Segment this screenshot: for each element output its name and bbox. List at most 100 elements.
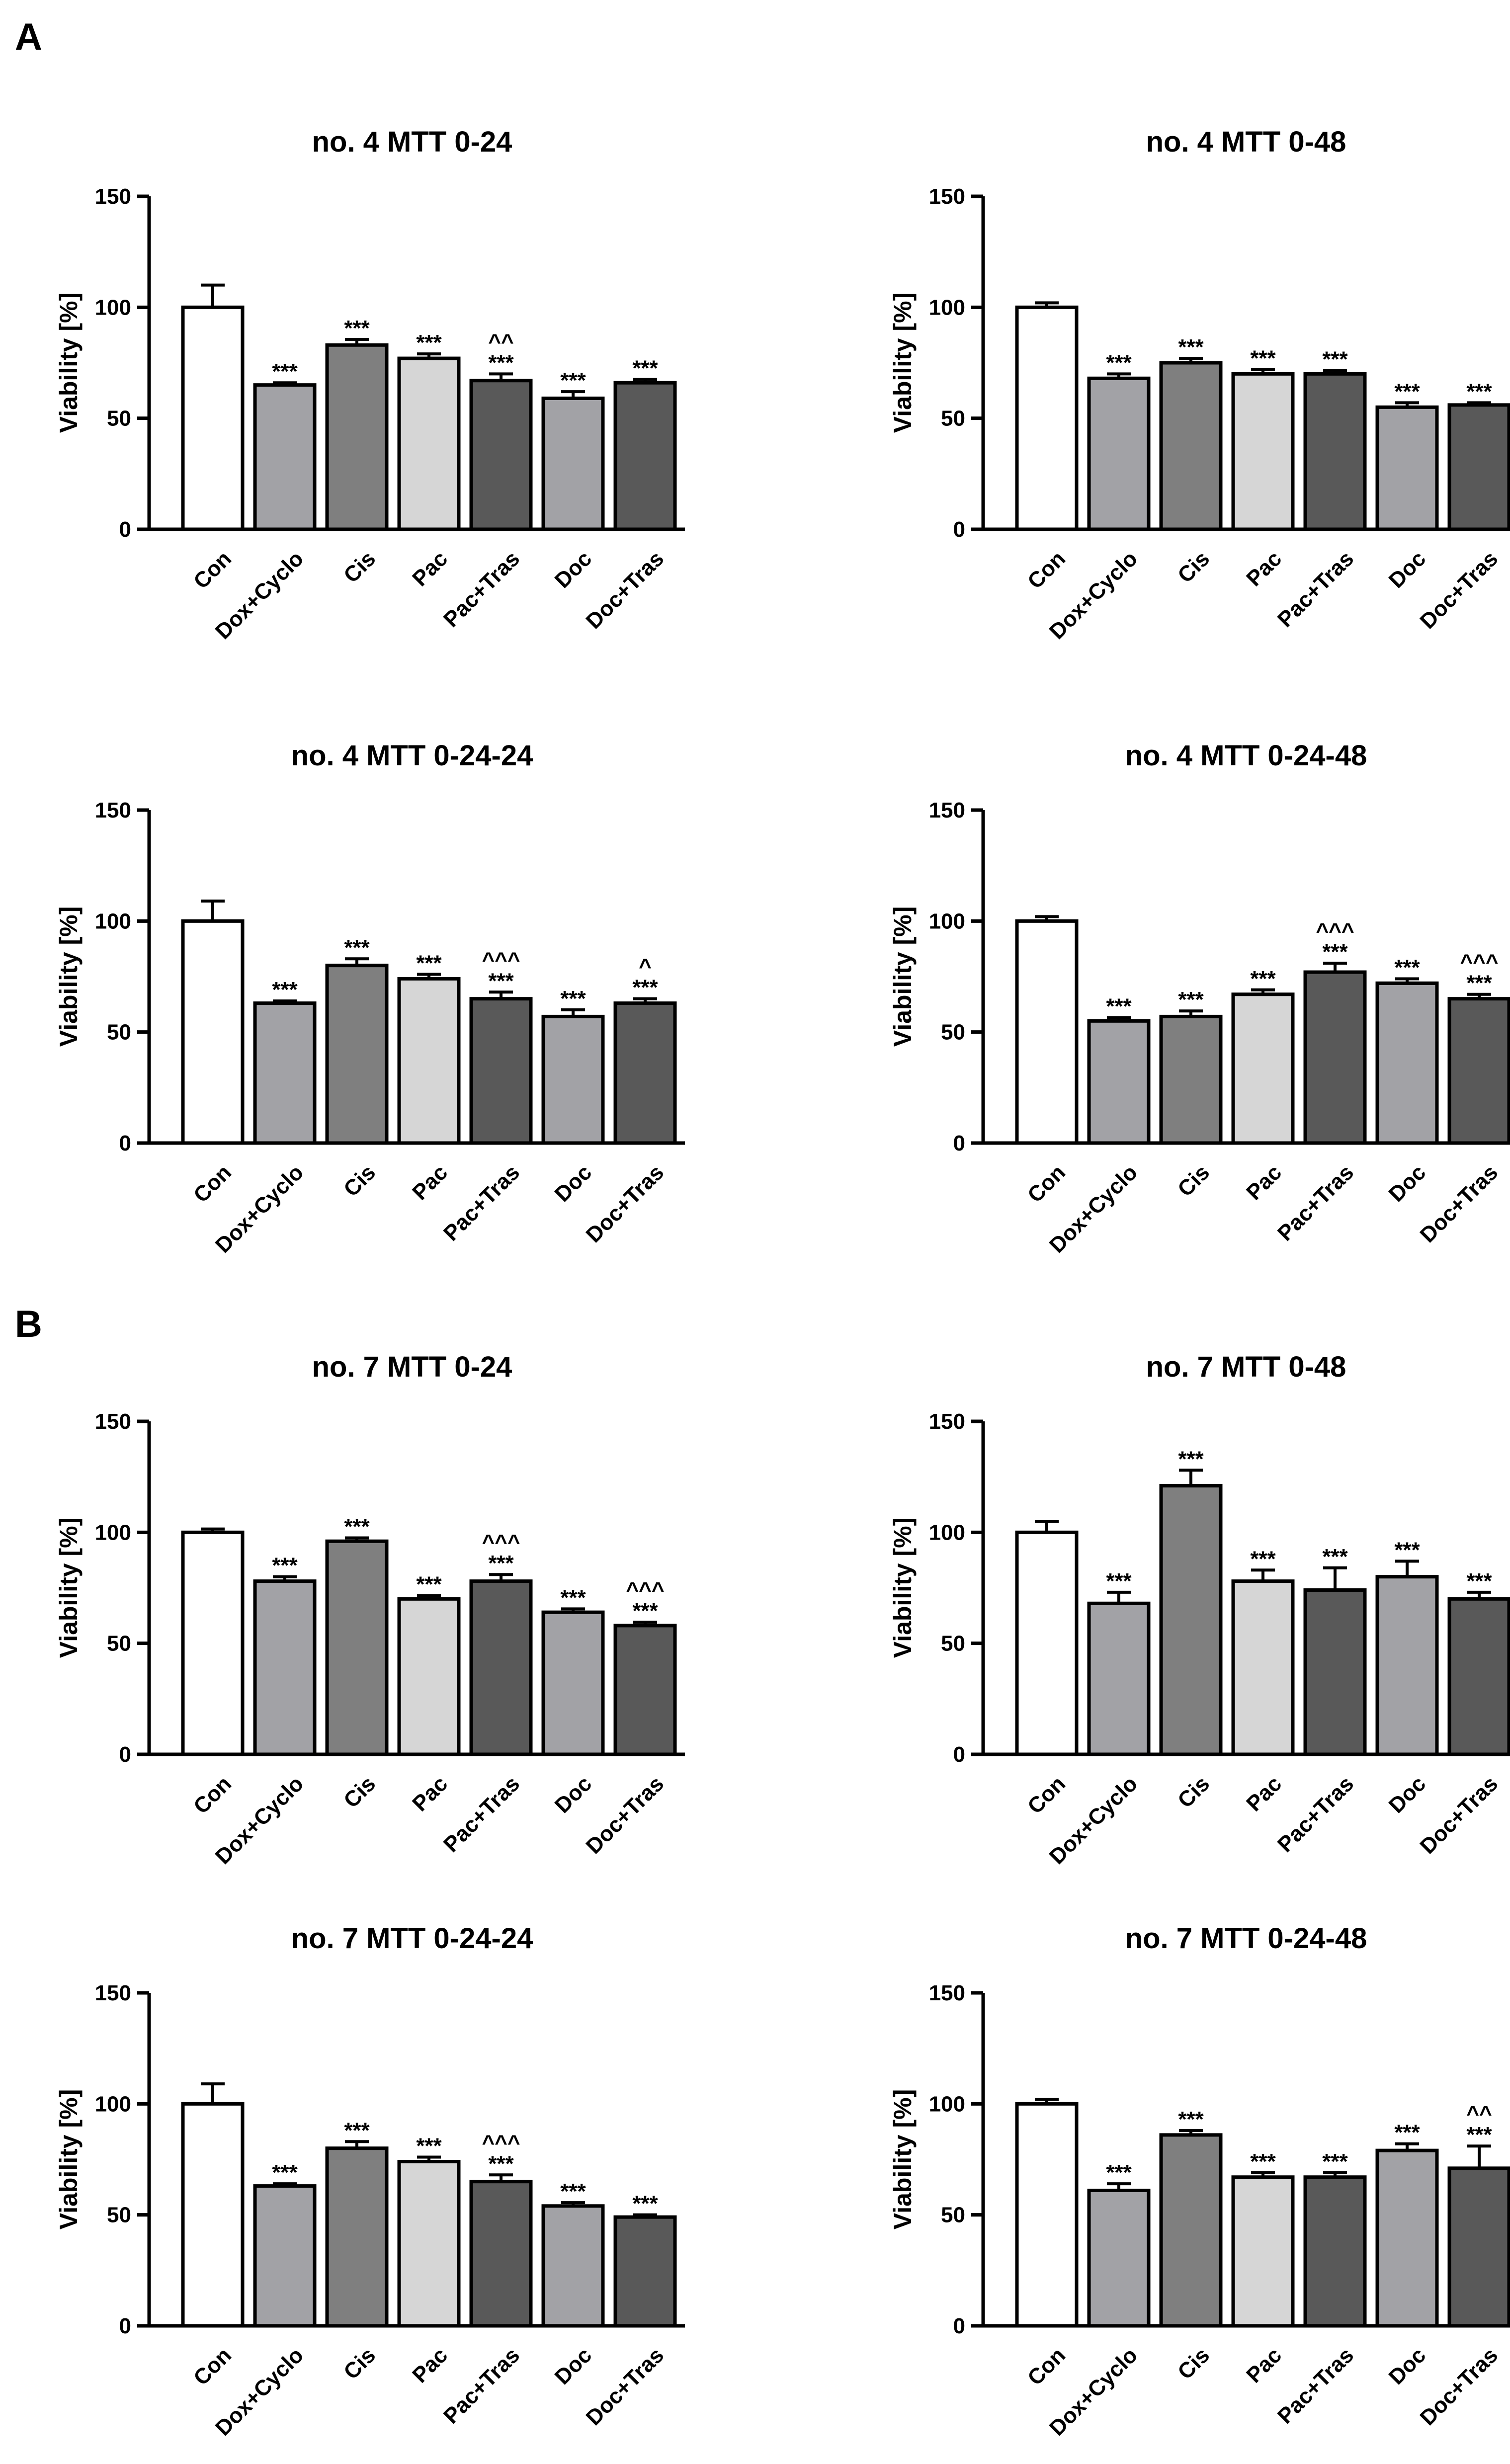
caret-significance-label: ^^ [1466,2102,1492,2126]
bar-doc [541,2204,605,2328]
significance-label: *** [344,1515,370,1539]
bar-pac [1231,1579,1295,1756]
bar-cis [325,343,389,531]
significance-label: *** [344,316,370,340]
significance-label: *** [1178,987,1204,1012]
significance-label: *** [1178,2107,1204,2132]
bar-cis [1159,1484,1223,1756]
bar-doc-tras [1447,403,1510,531]
y-tick-label: 0 [119,2314,131,2338]
bar-pac-tras [469,2180,533,2328]
bar-con [1015,919,1079,1145]
significance-label: *** [416,951,442,976]
significance-label: *** [1466,2123,1492,2147]
significance-label: *** [1322,347,1348,372]
bar-pac [397,977,461,1145]
significance-label: *** [632,356,658,381]
y-axis-label: Viability [%] [889,293,917,433]
significance-label: *** [1322,940,1348,964]
bar-pac-tras [469,379,533,531]
caret-significance-label: ^^^ [626,1578,664,1602]
significance-label: *** [416,2134,442,2158]
bar-dox-cyclo [253,1579,317,1756]
bar-pac-tras [1303,1588,1367,1756]
bar-dox-cyclo [253,383,317,531]
y-tick-label: 50 [941,1020,965,1045]
y-axis-label: Viability [%] [55,1518,83,1658]
bar-con [1015,1530,1079,1756]
significance-label: *** [272,1554,298,1578]
y-tick-label: 50 [941,1632,965,1656]
significance-label: *** [1394,2121,1420,2145]
significance-label: *** [488,2151,514,2176]
significance-label: *** [1106,1569,1132,1593]
bar-doc-tras [1447,2166,1510,2328]
bar-doc [1375,981,1439,1145]
y-axis-label: Viability [%] [55,2089,83,2229]
chart-title: no. 7 MTT 0-24-24 [291,1922,533,1955]
significance-label: *** [1466,971,1492,995]
significance-label: *** [1178,1447,1204,1471]
bar-pac [1231,992,1295,1145]
significance-label: *** [1250,346,1276,370]
bar-dox-cyclo [1087,1601,1151,1756]
y-tick-label: 100 [95,909,131,933]
significance-label: *** [1322,2149,1348,2174]
bar-doc [541,396,605,531]
significance-label: *** [632,976,658,1000]
significance-label: *** [1466,379,1492,404]
panel-label-b: B [15,1303,42,1345]
bar-doc-tras [613,2215,677,2328]
y-tick-label: 100 [95,2092,131,2116]
bar-pac [1231,372,1295,531]
y-axis-label: Viability [%] [55,293,83,433]
chart-title: no. 7 MTT 0-48 [1146,1351,1346,1383]
bar-pac [397,356,461,531]
bar-cis [325,2146,389,2328]
panel-label-a: A [15,16,42,58]
y-tick-label: 50 [941,2203,965,2227]
caret-significance-label: ^^^ [1460,950,1498,975]
significance-label: *** [560,368,586,393]
bar-doc-tras [613,1624,677,1756]
bar-pac [397,2159,461,2328]
chart-title: no. 7 MTT 0-24-48 [1125,1922,1367,1955]
significance-label: *** [1106,350,1132,375]
bar-cis [1159,361,1223,531]
chart-title: no. 4 MTT 0-24-48 [1125,739,1367,772]
bar-dox-cyclo [253,1001,317,1145]
caret-significance-label: ^ [639,955,652,979]
y-tick-label: 50 [941,407,965,431]
significance-label: *** [560,1585,586,1610]
chart-title: no. 7 MTT 0-24 [312,1351,512,1383]
bar-dox-cyclo [1087,1019,1151,1145]
bar-pac [397,1597,461,1756]
y-tick-label: 150 [929,798,965,822]
y-axis-label: Viability [%] [889,906,917,1047]
bar-doc [541,1014,605,1145]
y-tick-label: 150 [95,798,131,822]
significance-label: *** [1322,1545,1348,1569]
y-tick-label: 50 [107,1632,131,1656]
bar-doc [1375,1575,1439,1756]
caret-significance-label: ^^^ [482,1530,520,1555]
y-tick-label: 150 [95,1981,131,2005]
y-tick-label: 0 [953,1131,965,1155]
y-tick-label: 150 [95,1409,131,1434]
bar-cis [1159,2133,1223,2328]
chart-title: no. 4 MTT 0-48 [1146,126,1346,158]
bar-con [181,305,245,531]
significance-label: *** [488,1551,514,1575]
y-tick-label: 50 [107,2203,131,2227]
significance-label: *** [1394,955,1420,980]
y-tick-label: 0 [953,2314,965,2338]
significance-label: *** [416,330,442,355]
chart-title: no. 4 MTT 0-24 [312,126,512,158]
y-tick-label: 100 [929,2092,965,2116]
y-tick-label: 50 [107,407,131,431]
bar-pac-tras [1303,970,1367,1145]
y-tick-label: 0 [119,1742,131,1767]
bar-dox-cyclo [1087,376,1151,531]
bar-con [1015,305,1079,531]
